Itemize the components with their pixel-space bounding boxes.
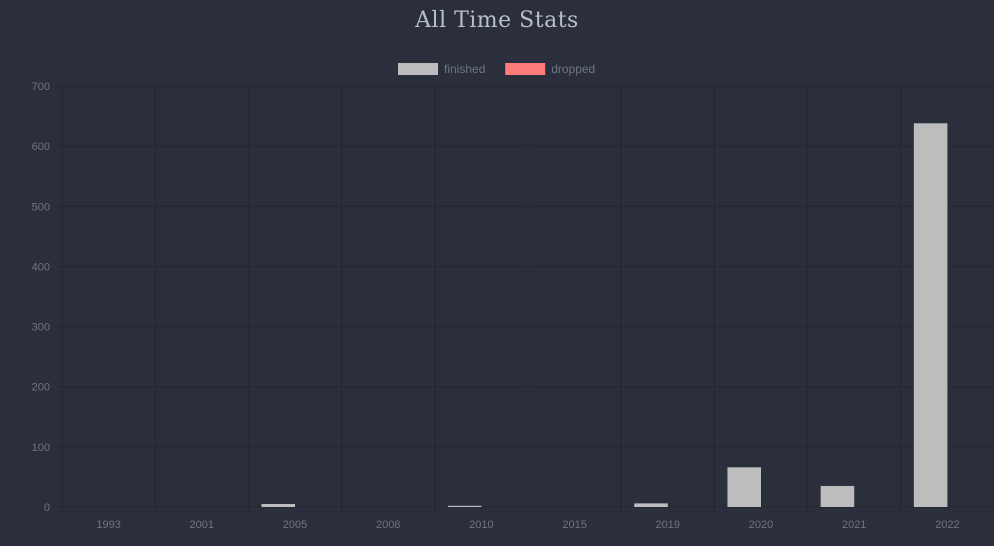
y-tick-label: 600 — [32, 141, 50, 153]
grid-lines — [56, 85, 994, 513]
y-tick-label: 100 — [32, 442, 50, 454]
x-tick-label: 2008 — [376, 519, 400, 531]
legend-label-finished[interactable]: finished — [444, 62, 485, 76]
bar-finished-2021[interactable] — [820, 485, 855, 507]
y-tick-label: 0 — [44, 502, 50, 514]
legend[interactable]: finished dropped — [398, 62, 595, 76]
x-tick-label: 2005 — [283, 519, 307, 531]
x-tick-label: 2015 — [562, 519, 586, 531]
y-axis: 0 100 200 300 400 500 600 700 — [32, 81, 50, 514]
bar-finished-2019[interactable] — [634, 503, 668, 507]
y-tick-label: 700 — [32, 81, 50, 93]
bar-finished-2022[interactable] — [913, 123, 948, 507]
x-axis: 1993 2001 2005 2008 2010 2015 2019 2020 2021 2022 — [96, 519, 959, 531]
x-tick-label: 2010 — [469, 519, 493, 531]
x-tick-label: 1993 — [96, 519, 120, 531]
y-tick-label: 200 — [32, 382, 50, 394]
legend-swatch-dropped[interactable] — [505, 63, 546, 75]
legend-label-dropped[interactable]: dropped — [551, 62, 595, 76]
x-tick-label: 2022 — [935, 519, 959, 531]
chart-title: All Time Stats — [415, 8, 579, 33]
y-tick-label: 500 — [32, 201, 50, 213]
bar-finished-2020[interactable] — [727, 467, 761, 507]
legend-swatch-finished[interactable] — [398, 63, 438, 75]
y-tick-label: 300 — [32, 322, 50, 334]
bars — [261, 123, 948, 507]
x-tick-label: 2020 — [749, 519, 773, 531]
x-tick-label: 2021 — [842, 519, 866, 531]
bar-finished-2005[interactable] — [261, 503, 295, 507]
bar-finished-2010[interactable] — [447, 505, 482, 507]
x-tick-label: 2019 — [656, 519, 680, 531]
y-tick-label: 400 — [32, 261, 50, 273]
x-tick-label: 2001 — [190, 519, 214, 531]
